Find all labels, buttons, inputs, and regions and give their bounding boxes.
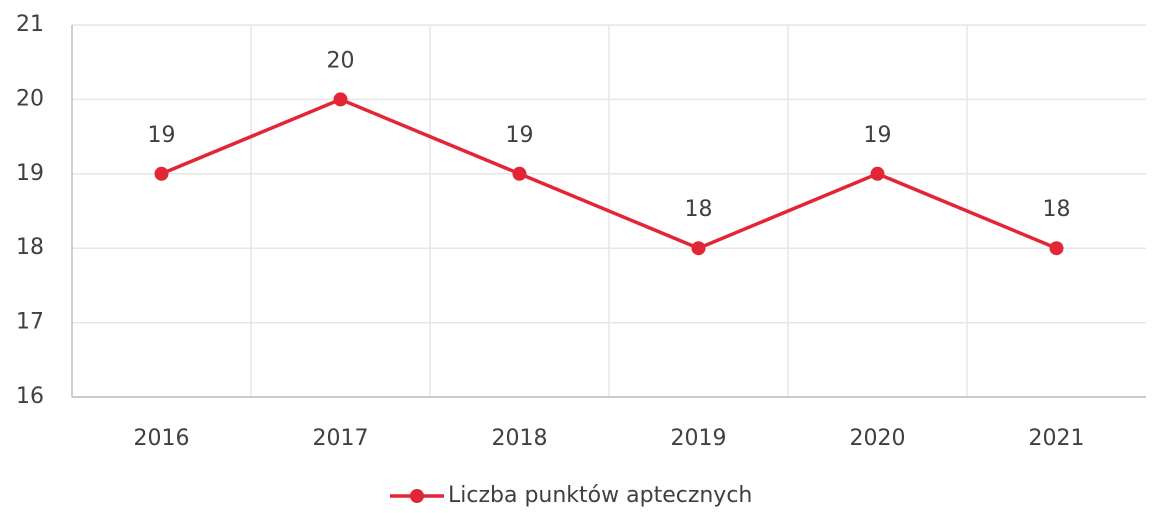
- x-tick-label: 2018: [492, 426, 548, 451]
- x-tick-label: 2019: [671, 426, 727, 451]
- y-tick-label: 17: [16, 310, 44, 335]
- point: [691, 241, 706, 256]
- line: [160, 97, 1058, 251]
- point: [154, 166, 169, 181]
- x-tick-label: 2017: [313, 426, 369, 451]
- y-tick-label: 21: [16, 12, 44, 37]
- point: [870, 166, 885, 181]
- data-label: 19: [506, 123, 534, 148]
- x-tick-label: 2020: [850, 426, 906, 451]
- data-label: 18: [1043, 197, 1071, 222]
- y-tick-label: 18: [16, 235, 44, 260]
- point: [1049, 241, 1064, 256]
- y-tick-label: 16: [16, 384, 44, 409]
- legend-label: Liczba punktów aptecznych: [448, 483, 752, 508]
- point: [512, 166, 527, 181]
- x-tick-label: 2021: [1029, 426, 1085, 451]
- data-label: 19: [148, 123, 176, 148]
- legend-marker: [410, 489, 424, 503]
- data-label: 19: [864, 123, 892, 148]
- point: [333, 92, 348, 107]
- x-tick-label: 2016: [134, 426, 190, 451]
- y-tick-label: 20: [16, 86, 44, 111]
- y-tick-label: 19: [16, 161, 44, 186]
- data-label: 20: [327, 48, 355, 73]
- data-label: 18: [685, 197, 713, 222]
